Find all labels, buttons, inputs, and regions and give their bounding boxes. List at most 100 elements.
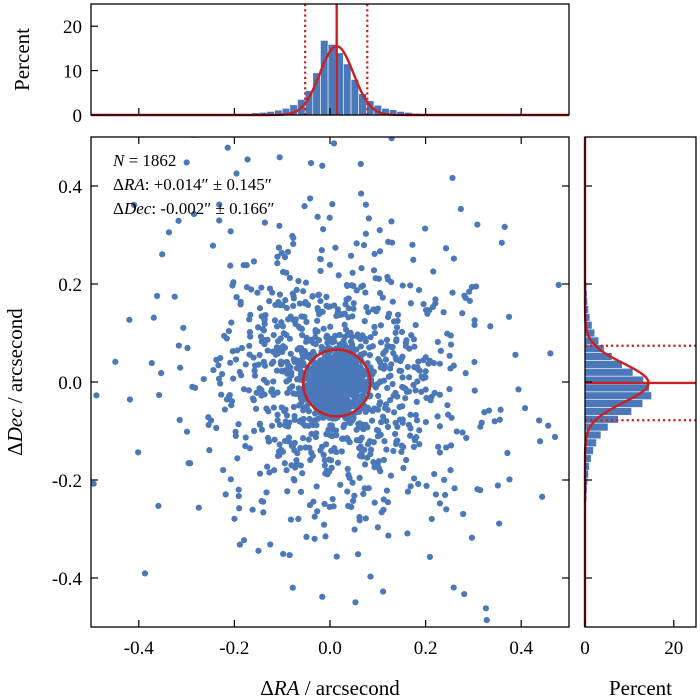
- scatter-point: [242, 434, 249, 441]
- scatter-point: [320, 325, 327, 332]
- scatter-point: [297, 395, 304, 402]
- scatter-panel: -0.4 -0.2 0.0 0.2 0.4 -0.4 -0.2 0.0 0.2 0.4 ΔRA / …: [3, 136, 570, 700]
- scatter-point: [284, 422, 291, 429]
- scatter-point: [389, 343, 396, 351]
- scatter-point: [326, 355, 333, 363]
- scatter-point: [356, 474, 363, 481]
- scatter-point: [436, 423, 444, 430]
- scatter-point: [351, 365, 358, 372]
- scatter-point: [396, 403, 403, 411]
- scatter-point: [450, 255, 457, 262]
- scatter-point: [418, 388, 425, 395]
- scatter-point: [251, 367, 258, 374]
- scatter-point: [235, 492, 242, 500]
- scatter-point: [337, 481, 344, 488]
- scatter-point: [447, 332, 454, 339]
- scatter-point: [235, 486, 242, 493]
- scatter-point: [267, 541, 274, 548]
- scatter-point: [301, 405, 308, 412]
- scatter-point: [446, 352, 453, 359]
- scatter-point: [294, 376, 301, 383]
- scatter-point: [297, 488, 305, 495]
- scatter-point: [242, 361, 249, 368]
- scatter-point: [297, 444, 304, 452]
- scatter-point: [393, 324, 401, 331]
- scatter-point: [278, 249, 285, 257]
- scatter-point: [156, 391, 163, 399]
- scatter-point: [227, 262, 234, 269]
- scatter-point: [504, 449, 511, 457]
- scatter-point: [387, 372, 394, 379]
- scatter-point: [296, 300, 303, 307]
- scatter-point: [378, 419, 385, 426]
- scatter-point: [474, 221, 481, 228]
- scatter-point: [350, 305, 357, 312]
- scatter-point: [358, 190, 365, 197]
- scatter-point: [220, 466, 227, 474]
- x-tick-label: 0.4: [509, 638, 533, 659]
- scatter-point: [381, 438, 388, 445]
- scatter-point: [216, 201, 223, 208]
- scatter-point: [307, 393, 314, 400]
- scatter-point: [155, 502, 162, 509]
- scatter-point: [396, 416, 404, 423]
- scatter-point: [175, 342, 182, 349]
- scatter-point: [410, 381, 417, 389]
- scatter-point: [313, 483, 320, 490]
- scatter-point: [287, 350, 294, 357]
- scatter-point: [388, 361, 395, 368]
- scatter-point: [328, 432, 335, 439]
- scatter-point: [316, 255, 324, 262]
- scatter-point: [326, 456, 333, 463]
- scatter-point: [371, 499, 378, 506]
- scatter-point: [337, 389, 344, 397]
- scatter-point: [316, 311, 323, 318]
- scatter-point: [402, 395, 409, 402]
- scatter-point: [233, 170, 240, 177]
- scatter-point: [250, 258, 258, 265]
- scatter-point: [323, 467, 330, 474]
- scatter-point: [404, 363, 411, 371]
- scatter-point: [385, 310, 393, 317]
- scatter-point: [400, 384, 407, 391]
- scatter-point: [339, 357, 347, 364]
- scatter-point: [555, 281, 562, 289]
- scatter-point: [254, 289, 261, 296]
- scatter-point: [270, 331, 277, 339]
- scatter-point: [350, 414, 357, 421]
- scatter-point: [334, 459, 342, 466]
- scatter-point: [355, 424, 363, 431]
- scatter-point: [297, 462, 304, 469]
- scatter-point: [291, 358, 298, 365]
- scatter-point: [330, 503, 337, 510]
- scatter-point: [235, 630, 241, 636]
- scatter-point: [277, 335, 284, 342]
- stats-annotation: ΔDec: -0.002″ ± 0.166″: [113, 199, 274, 218]
- scatter-point: [358, 434, 365, 441]
- scatter-point: [445, 411, 452, 418]
- scatter-point: [545, 422, 552, 429]
- scatter-point: [400, 464, 407, 472]
- scatter-point: [376, 227, 383, 234]
- scatter-point: [459, 429, 466, 436]
- scatter-point: [403, 456, 410, 464]
- scatter-point: [274, 260, 281, 267]
- scatter-point: [200, 375, 207, 383]
- scatter-point: [536, 417, 543, 424]
- scatter-point: [313, 430, 320, 437]
- scatter-point: [384, 423, 392, 431]
- scatter-point: [266, 469, 273, 476]
- scatter-point: [392, 389, 399, 397]
- scatter-point: [276, 222, 283, 229]
- scatter-point: [351, 378, 358, 385]
- scatter-point: [332, 244, 339, 251]
- scatter-point: [299, 435, 307, 442]
- scatter-point: [246, 342, 253, 349]
- scatter-point: [277, 358, 284, 365]
- scatter-point: [276, 154, 283, 161]
- scatter-point: [539, 493, 546, 500]
- scatter-point: [309, 419, 316, 426]
- scatter-point: [285, 362, 292, 369]
- scatter-point: [312, 326, 319, 334]
- scatter-point: [260, 509, 267, 516]
